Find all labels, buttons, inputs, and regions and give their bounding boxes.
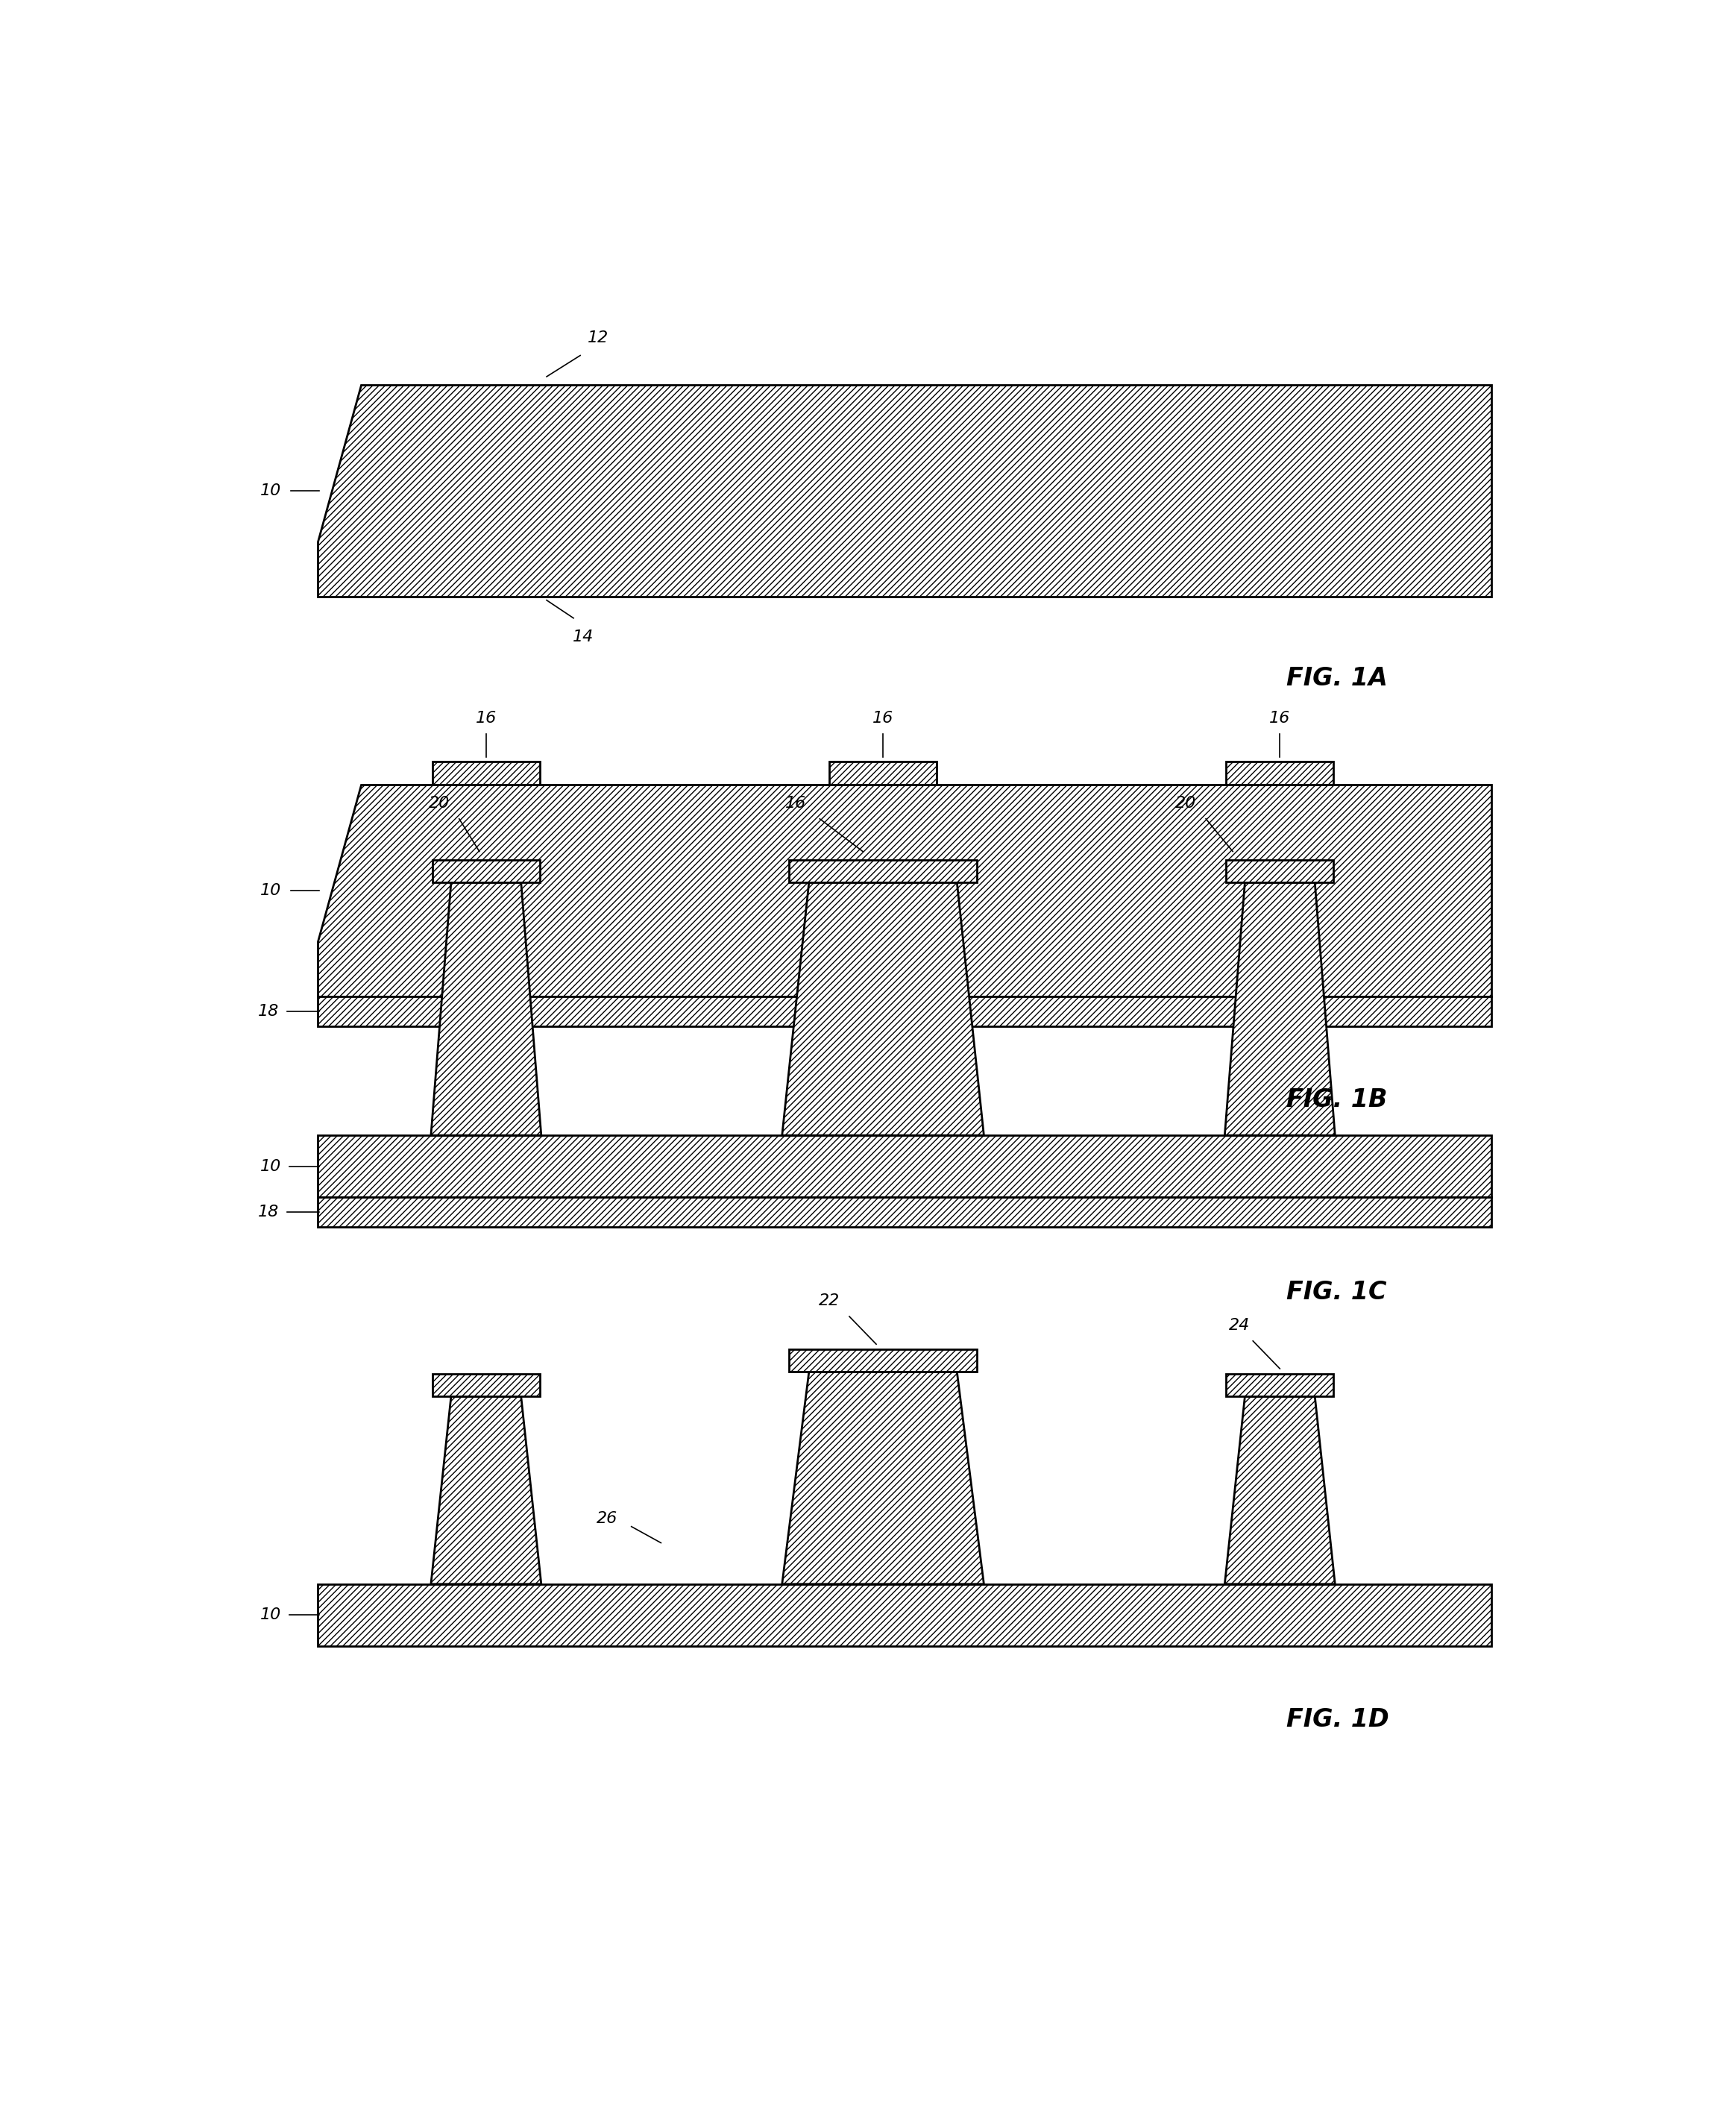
Text: 10: 10 bbox=[260, 1159, 281, 1174]
Polygon shape bbox=[431, 1396, 542, 1585]
Text: 24: 24 bbox=[1229, 1318, 1250, 1333]
Polygon shape bbox=[1224, 882, 1335, 1136]
Polygon shape bbox=[1226, 761, 1333, 784]
Polygon shape bbox=[432, 1373, 540, 1396]
Text: FIG. 1B: FIG. 1B bbox=[1286, 1087, 1387, 1112]
Text: 20: 20 bbox=[1175, 797, 1196, 812]
Polygon shape bbox=[431, 882, 542, 1136]
Polygon shape bbox=[318, 1197, 1491, 1227]
Polygon shape bbox=[318, 996, 1491, 1026]
Polygon shape bbox=[1226, 860, 1333, 882]
Text: 16: 16 bbox=[1269, 710, 1290, 727]
Polygon shape bbox=[830, 761, 937, 784]
Text: 16: 16 bbox=[476, 710, 496, 727]
Text: 12: 12 bbox=[587, 331, 608, 345]
Text: 18: 18 bbox=[257, 1004, 279, 1019]
Text: 22: 22 bbox=[819, 1293, 840, 1307]
Polygon shape bbox=[318, 1585, 1491, 1646]
Polygon shape bbox=[783, 1371, 984, 1585]
Text: 16: 16 bbox=[873, 710, 894, 727]
Text: FIG. 1A: FIG. 1A bbox=[1286, 665, 1387, 691]
Polygon shape bbox=[318, 386, 1491, 598]
Polygon shape bbox=[783, 882, 984, 1136]
Text: 16: 16 bbox=[785, 797, 806, 812]
Polygon shape bbox=[432, 860, 540, 882]
Text: 10: 10 bbox=[260, 1608, 281, 1623]
Polygon shape bbox=[1224, 1396, 1335, 1585]
Polygon shape bbox=[432, 761, 540, 784]
Text: 14: 14 bbox=[573, 629, 594, 644]
Text: 10: 10 bbox=[260, 884, 281, 898]
Text: 18: 18 bbox=[257, 1204, 279, 1221]
Polygon shape bbox=[318, 784, 1491, 996]
Polygon shape bbox=[788, 1350, 977, 1371]
Text: FIG. 1C: FIG. 1C bbox=[1286, 1280, 1387, 1305]
Text: FIG. 1D: FIG. 1D bbox=[1286, 1708, 1389, 1731]
Polygon shape bbox=[1226, 1373, 1333, 1396]
Text: 26: 26 bbox=[597, 1511, 618, 1526]
Polygon shape bbox=[318, 1136, 1491, 1197]
Polygon shape bbox=[788, 860, 977, 882]
Text: 10: 10 bbox=[260, 483, 281, 498]
Text: 20: 20 bbox=[429, 797, 450, 812]
